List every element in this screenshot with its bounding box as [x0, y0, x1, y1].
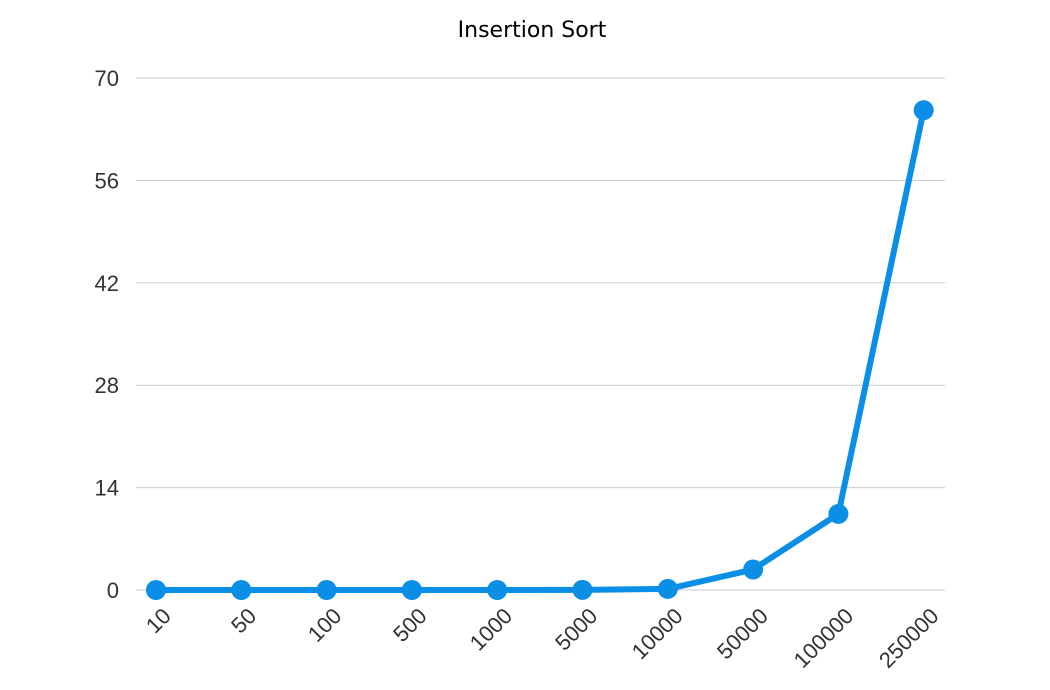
- y-tick-label: 42: [95, 271, 119, 296]
- chart-title: Insertion Sort: [458, 18, 607, 43]
- x-tick-label: 50000: [712, 603, 773, 664]
- gridlines: [136, 77, 945, 591]
- data-point: [146, 580, 166, 600]
- y-tick-label: 70: [95, 66, 119, 91]
- x-axis-tick-labels: 10 50 100 500 1000 5000 10000 50000 100000 250000: [141, 603, 944, 673]
- data-point: [743, 559, 764, 580]
- y-tick-label: 0: [107, 578, 119, 603]
- y-tick-label: 28: [95, 373, 119, 398]
- x-tick-label: 250000: [874, 603, 944, 673]
- y-axis-tick-labels: 0 14 28 42 56 70: [95, 66, 119, 603]
- data-point: [572, 579, 593, 600]
- y-tick-label: 56: [95, 168, 119, 193]
- data-point: [487, 580, 508, 600]
- x-tick-label: 500: [388, 603, 432, 647]
- y-tick-label: 14: [95, 476, 119, 501]
- plot-area: [146, 100, 934, 600]
- x-tick-label: 10: [141, 603, 176, 638]
- data-point: [828, 503, 849, 524]
- x-tick-label: 100000: [789, 603, 859, 673]
- x-tick-label: 1000: [465, 603, 517, 655]
- x-tick-label: 10000: [627, 603, 688, 664]
- data-point: [231, 580, 252, 600]
- data-point: [401, 580, 422, 600]
- x-tick-label: 50: [226, 603, 261, 638]
- x-tick-label: 5000: [550, 603, 602, 655]
- series-line: [153, 107, 927, 593]
- data-point: [657, 578, 678, 599]
- data-point: [913, 100, 934, 121]
- x-tick-label: 100: [303, 603, 347, 647]
- data-point: [316, 580, 337, 600]
